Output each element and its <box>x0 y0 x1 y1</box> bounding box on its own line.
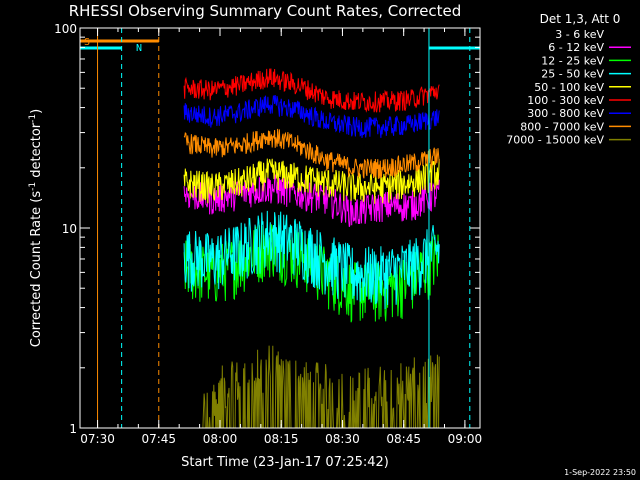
y-axis-label-end: ) <box>29 109 44 114</box>
legend-entry-6: 300 - 800 keV <box>527 107 604 120</box>
legend-entry-7: 800 - 7000 keV <box>520 120 604 133</box>
series-line-5 <box>183 68 440 113</box>
y-axis-label-mid: detector <box>29 122 44 182</box>
y-tick-label-1: 10 <box>62 222 77 236</box>
series-line-1 <box>183 174 440 227</box>
x-axis-ticks: 07:30 07:45 08:00 08:15 08:30 08:45 09:00 <box>80 28 482 446</box>
y-axis-label: Corrected Count Rate (s-1 detector-1) <box>28 109 44 347</box>
y-axis-ticks: 1 10 100 <box>54 22 480 436</box>
series-line-4 <box>183 158 440 204</box>
x-tick-label-5: 08:45 <box>386 432 421 446</box>
y-tick-label-2: 100 <box>54 22 77 36</box>
x-tick-label-1: 07:45 <box>141 432 176 446</box>
y-axis-label-sup2: -1 <box>28 114 38 123</box>
night-flag-label: N <box>136 43 142 54</box>
legend-entry-2: 12 - 25 keV <box>541 54 604 67</box>
legend-entry-3: 25 - 50 keV <box>541 68 604 81</box>
series-line-6 <box>183 94 440 139</box>
x-tick-label-0: 07:30 <box>80 432 115 446</box>
x-tick-label-2: 08:00 <box>203 432 238 446</box>
footer-timestamp: 1-Sep-2022 23:50 <box>564 468 636 477</box>
legend-entry-5: 100 - 300 keV <box>527 94 604 107</box>
y-axis-label-main: Corrected Count Rate (s <box>29 191 44 348</box>
series-line-7 <box>183 128 440 179</box>
y-tick-label-0: 1 <box>69 422 77 436</box>
x-tick-label-6: 09:00 <box>448 432 483 446</box>
series-line-3 <box>183 210 440 310</box>
legend-entry-4: 50 - 100 keV <box>534 81 604 94</box>
x-tick-label-3: 08:15 <box>264 432 299 446</box>
chart-title: RHESSI Observing Summary Count Rates, Co… <box>69 2 462 20</box>
legend-title: Det 1,3, Att 0 <box>540 12 621 26</box>
legend-entry-8: 7000 - 15000 keV <box>506 134 604 147</box>
x-axis-label: Start Time (23-Jan-17 07:25:42) <box>181 455 389 470</box>
x-tick-label-4: 08:30 <box>325 432 360 446</box>
legend-entry-1: 6 - 12 keV <box>548 41 604 54</box>
y-axis-label-sup1: -1 <box>28 182 38 191</box>
legend-entry-0: 3 - 6 keV <box>555 28 604 41</box>
saa-flag-label: S <box>84 37 90 48</box>
plot-area: SN <box>80 28 480 429</box>
